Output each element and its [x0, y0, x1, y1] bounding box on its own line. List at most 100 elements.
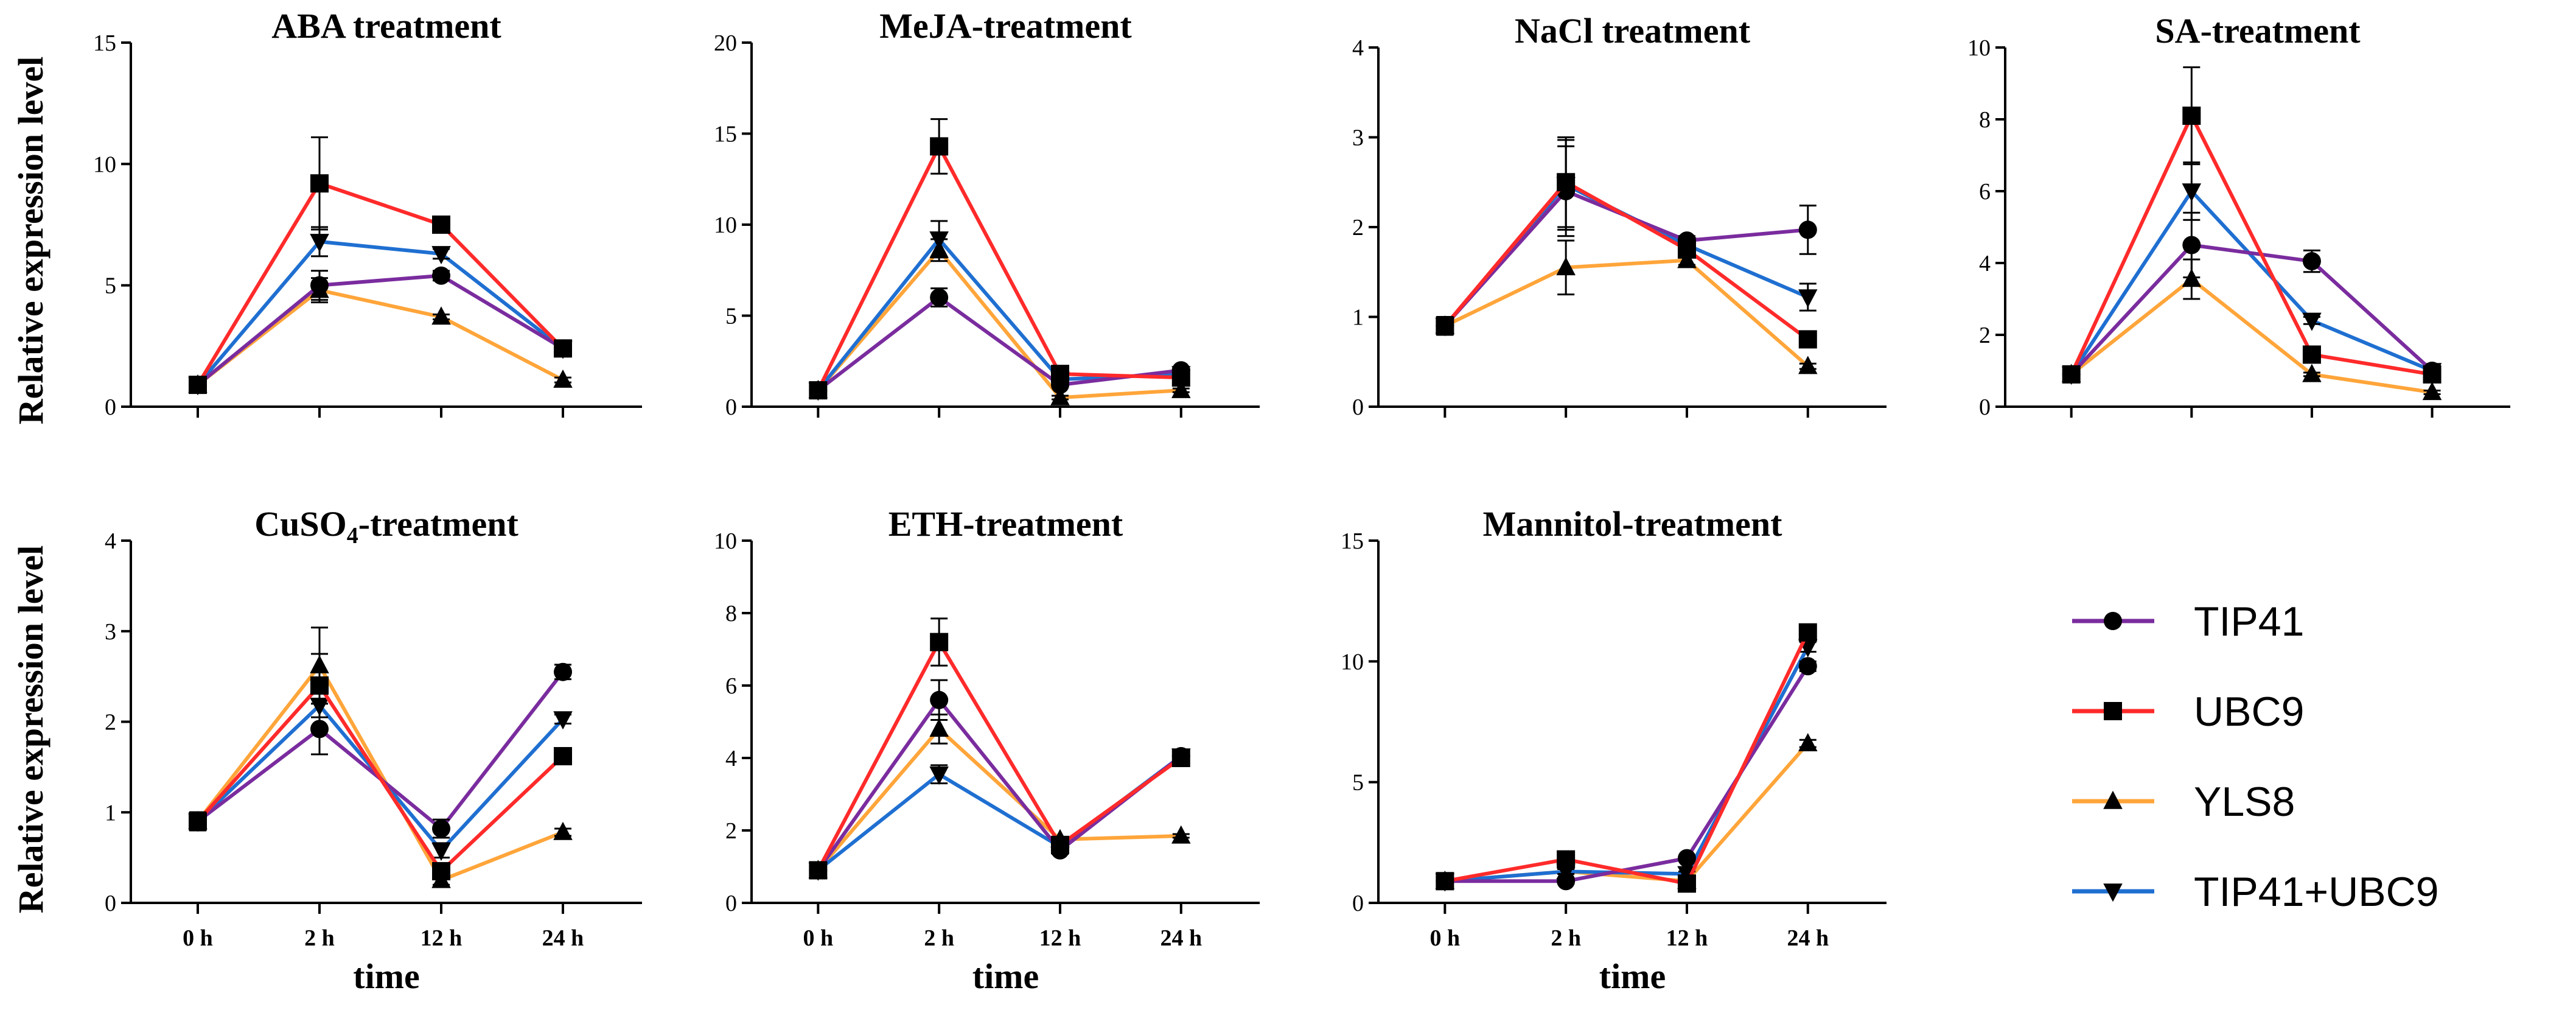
data-point [432, 216, 450, 234]
data-point [2182, 236, 2201, 254]
data-point [1557, 850, 1576, 869]
y-tick-label: 0 [1352, 395, 1364, 420]
data-point [1798, 732, 1818, 751]
y-tick-label: 3 [1352, 125, 1364, 151]
series-line [817, 727, 1181, 872]
y-tick-label: 6 [1979, 179, 1991, 205]
data-point [929, 767, 949, 785]
chart-title: SA-treatment [2155, 11, 2361, 51]
x-axis-label: time [1599, 956, 1666, 996]
series-ubc9 [809, 118, 1190, 400]
data-point [1050, 365, 1069, 384]
y-tick-label: 2 [105, 710, 116, 735]
data-point [1557, 872, 1576, 891]
data-point [2182, 183, 2202, 202]
chart-panel: Mannitol-treatment 0 5 10 15 0 h 2 h 12 h 24 h ti… [1341, 504, 1887, 996]
x-tick-label: 2 h [924, 925, 954, 951]
series-line [2070, 243, 2434, 376]
chart-title-rest: -treatment [358, 504, 519, 544]
chart-title: Mannitol-treatment [1483, 504, 1782, 544]
data-point [1050, 387, 1070, 405]
data-point [2182, 107, 2201, 125]
series-line [1443, 183, 1809, 328]
data-point [432, 861, 450, 880]
series-tip41-ubc9 [188, 226, 573, 396]
legend-marker [2104, 702, 2122, 720]
data-point [2302, 345, 2321, 364]
series-line [1444, 258, 1809, 368]
data-point [2062, 365, 2081, 384]
data-point [929, 718, 949, 737]
chart-title-main: SA-treatment [2155, 11, 2361, 51]
data-point [310, 234, 329, 253]
x-tick-label: 0 h [803, 925, 834, 951]
chart-title: ABA treatment [271, 6, 501, 46]
data-point [1436, 872, 1454, 891]
legend-label: UBC9 [2194, 689, 2304, 735]
data-point [553, 369, 573, 388]
y-tick-label: 4 [725, 746, 737, 771]
y-tick-label: 3 [105, 619, 116, 645]
x-tick-label: 2 h [1551, 925, 1581, 951]
y-tick-label: 5 [105, 273, 116, 299]
y-tick-label: 10 [714, 212, 737, 238]
chart-title-main: ETH-treatment [888, 504, 1123, 544]
data-point [432, 266, 450, 285]
data-point [553, 711, 573, 730]
series-line [1443, 180, 1809, 341]
data-point [1798, 623, 1817, 642]
y-tick-label: 10 [93, 152, 116, 177]
data-point [431, 306, 451, 325]
x-tick-label: 0 h [1430, 925, 1461, 951]
series-yls8 [188, 626, 573, 888]
series-line [1444, 631, 1810, 886]
series-ubc9 [2062, 66, 2442, 384]
series-ubc9 [189, 136, 572, 395]
chart-title-main: NaCl treatment [1515, 11, 1751, 51]
data-point [189, 812, 207, 831]
y-tick-label: 15 [93, 30, 116, 56]
y-tick-label: 10 [1967, 35, 1991, 61]
data-point [1677, 849, 1696, 868]
data-point [189, 376, 207, 395]
y-axis-label-top: Relative expression level [11, 57, 51, 425]
series-line [1445, 646, 1810, 883]
chart-panel: NaCl treatment 0 1 2 3 4 [1352, 11, 1887, 420]
legend-entry: UBC9 [2072, 689, 2304, 735]
series-line [196, 181, 565, 386]
data-point [930, 288, 949, 307]
chart-panel: SA-treatment 0 2 4 6 8 10 [1967, 11, 2510, 420]
x-tick-label: 0 h [183, 925, 213, 951]
data-point [1677, 874, 1696, 893]
y-tick-label: 8 [725, 601, 737, 626]
series-ubc9 [189, 653, 572, 880]
series-tip41-ubc9 [1435, 139, 1818, 337]
y-tick-label: 2 [1979, 323, 1991, 348]
series-line [2070, 189, 2433, 376]
chart-title-main: ABA treatment [271, 6, 501, 46]
data-point [1171, 825, 1191, 844]
chart-panel: MeJA-treatment 0 5 10 15 20 [714, 6, 1260, 420]
data-point [930, 690, 949, 709]
data-point [432, 819, 450, 838]
data-point [809, 381, 828, 400]
data-point [1556, 257, 1576, 276]
legend: TIP41 UBC9 YLS8 TIP41+UBC9 [2072, 598, 2439, 915]
x-tick-label: 12 h [1666, 925, 1708, 951]
data-point [310, 720, 329, 739]
series-line [196, 684, 565, 873]
data-point [1798, 220, 1817, 239]
series-yls8 [188, 277, 573, 393]
legend-label: TIP41 [2194, 598, 2304, 645]
series-line [816, 144, 1181, 391]
data-point [2423, 365, 2442, 384]
data-point [930, 633, 949, 651]
series-tip41 [1436, 657, 1817, 891]
charts-layer: ABA treatment 0 5 10 15 MeJA-treatment0510152… [93, 6, 2510, 996]
chart-title: CuSO4-treatment [254, 504, 518, 549]
y-tick-label: 4 [1979, 251, 1991, 276]
data-point [554, 339, 572, 358]
y-tick-label: 15 [1341, 528, 1364, 554]
chart-title: NaCl treatment [1515, 11, 1751, 51]
